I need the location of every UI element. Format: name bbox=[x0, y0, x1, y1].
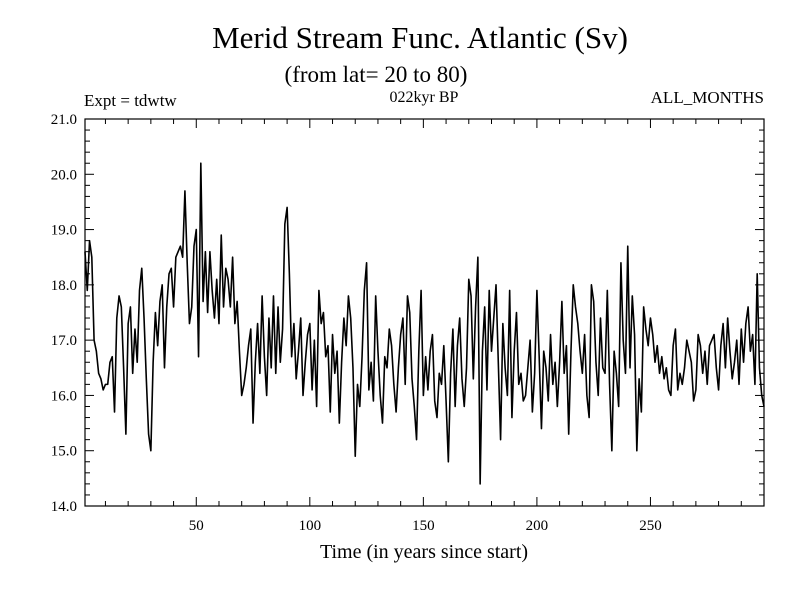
plot-frame bbox=[84, 118, 765, 507]
y-tick-label: 21.0 bbox=[51, 112, 77, 128]
x-tick-label: 200 bbox=[526, 518, 549, 534]
x-axis: 50 100 150 200 250 bbox=[104, 119, 742, 534]
y-tick-label: 16.0 bbox=[51, 388, 77, 404]
months-label: ALL_MONTHS bbox=[651, 88, 764, 107]
series-line bbox=[84, 162, 765, 485]
x-tick-label: 100 bbox=[299, 518, 322, 534]
period-label: 022kyr BP bbox=[390, 89, 459, 106]
x-tick-label: 250 bbox=[639, 518, 662, 534]
x-axis-label: Time (in years since start) bbox=[320, 541, 528, 563]
y-tick-label: 17.0 bbox=[51, 333, 77, 349]
y-tick-label: 14.0 bbox=[51, 499, 77, 515]
x-tick-label: 150 bbox=[412, 518, 435, 534]
y-tick-label: 18.0 bbox=[51, 278, 77, 294]
experiment-label: Expt = tdwtw bbox=[84, 91, 177, 110]
chart-subtitle: (from lat= 20 to 80) bbox=[285, 62, 468, 87]
x-tick-label: 50 bbox=[189, 518, 204, 534]
y-tick-label: 20.0 bbox=[51, 167, 77, 183]
chart-title: Merid Stream Func. Atlantic (Sv) bbox=[212, 20, 628, 55]
y-tick-label: 15.0 bbox=[51, 444, 77, 460]
y-tick-label: 19.0 bbox=[51, 223, 77, 239]
